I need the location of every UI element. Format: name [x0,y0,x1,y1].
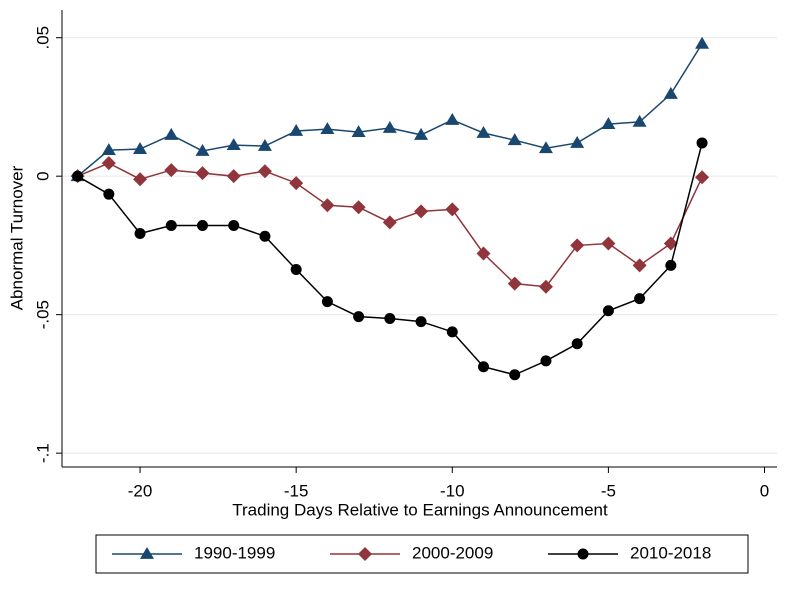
marker [663,236,678,251]
marker [696,137,708,149]
x-tick-label: -10 [440,481,465,500]
marker [289,176,304,191]
marker [257,138,272,151]
legend-box [95,534,749,574]
x-axis-title: Trading Days Relative to Earnings Announ… [232,500,608,519]
marker [321,296,333,308]
marker [415,316,427,328]
marker [538,141,553,154]
marker [445,202,460,217]
marker [446,326,458,338]
marker [478,361,490,373]
marker [195,166,210,181]
legend-marker [577,548,589,560]
marker [663,86,678,99]
marker [632,258,647,273]
legend-marker [140,547,154,559]
marker [195,143,210,156]
x-tick-label: -20 [128,481,153,500]
marker [226,169,241,184]
marker [601,236,616,251]
y-tick-label: -.1 [33,443,52,463]
marker [665,259,677,271]
marker [571,338,583,350]
marker [259,230,271,242]
marker [695,170,710,185]
marker [695,36,710,49]
marker [257,164,272,179]
y-tick-label: 0 [33,171,52,180]
marker [414,127,429,140]
marker [384,313,396,325]
marker [353,311,365,323]
x-tick-label: -5 [601,481,616,500]
marker [507,276,522,291]
marker [289,124,304,136]
marker [72,170,84,182]
marker [634,293,646,305]
marker [351,200,366,215]
marker [133,142,148,154]
marker [164,127,179,140]
marker [164,163,179,178]
marker [601,117,616,130]
x-tick-label: -15 [284,481,309,500]
legend-marker [358,547,372,561]
marker [320,122,335,134]
marker [602,305,614,317]
legend-label: 2000-2009 [412,543,493,562]
marker [101,156,116,171]
marker [320,198,335,213]
marker [133,172,148,187]
marker [476,246,491,261]
x-tick-label: 0 [760,481,769,500]
marker [228,219,240,231]
legend-label: 2010-2018 [630,543,711,562]
marker [101,143,116,156]
marker [538,279,553,294]
y-axis-title: Abnormal Turnover [7,165,26,310]
marker [570,238,585,253]
marker [632,114,647,127]
marker [476,125,491,138]
marker [570,135,585,148]
marker [509,369,521,381]
legend-label: 1990-1999 [194,543,275,562]
y-tick-label: -.05 [33,300,52,329]
marker [226,138,241,151]
marker [540,355,552,367]
marker [382,120,397,133]
y-tick-label: .05 [33,26,52,50]
marker [103,188,115,200]
marker [197,219,209,231]
marker [351,125,366,138]
marker [290,264,302,276]
marker [382,215,397,230]
marker [414,204,429,219]
marker [507,133,522,146]
marker [165,219,177,231]
marker [445,112,460,125]
marker [134,228,146,240]
